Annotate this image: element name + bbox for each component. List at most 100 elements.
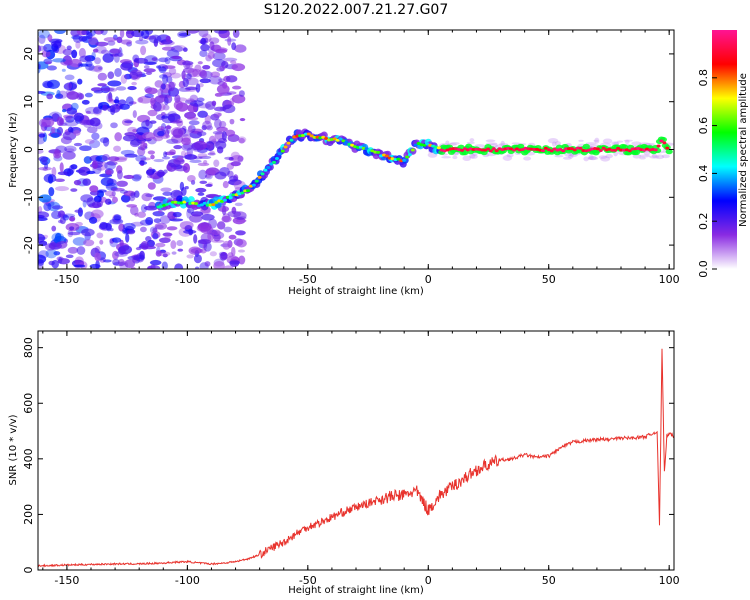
noise-blob	[218, 120, 227, 128]
noise-blob	[140, 226, 147, 233]
ridge-core	[231, 193, 236, 197]
noise-blob	[82, 178, 91, 186]
ridge-core	[260, 172, 265, 176]
noise-blob	[96, 189, 107, 193]
noise-blob	[138, 161, 148, 165]
noise-blob	[238, 90, 245, 97]
ridge-core	[211, 203, 216, 207]
ridge-core	[263, 168, 268, 172]
noise-blob	[47, 174, 54, 184]
noise-blob	[51, 225, 57, 232]
snr-xtick-label: 100	[659, 574, 680, 587]
noise-blob	[598, 155, 607, 159]
snr-xtick-label: -150	[54, 574, 79, 587]
noise-blob	[78, 93, 85, 100]
noise-blob	[146, 239, 155, 248]
noise-blob	[144, 55, 159, 65]
ridge-core	[598, 149, 603, 153]
noise-blob	[67, 246, 79, 254]
noise-blob	[173, 100, 184, 110]
noise-blob	[140, 241, 149, 250]
noise-blob	[135, 39, 149, 45]
noise-blob	[73, 142, 83, 147]
noise-blob	[176, 239, 184, 247]
noise-blob	[171, 251, 177, 255]
noise-blob	[135, 154, 147, 163]
noise-blob	[183, 59, 191, 70]
noise-blob	[161, 40, 175, 46]
noise-blob	[38, 156, 49, 162]
noise-blob	[44, 61, 52, 65]
noise-blob	[178, 32, 191, 37]
noise-blob	[41, 160, 48, 165]
noise-blob	[67, 82, 73, 90]
ridge-core	[566, 147, 571, 151]
noise-blob	[506, 153, 514, 158]
noise-blob	[578, 139, 584, 142]
noise-blob	[182, 60, 194, 66]
noise-blob	[69, 217, 75, 222]
noise-blob	[192, 68, 202, 78]
noise-blob	[95, 122, 103, 130]
noise-blob	[173, 44, 187, 52]
spectrogram-xtick-label: -150	[54, 273, 79, 286]
noise-blob	[214, 118, 222, 129]
noise-blob	[170, 240, 177, 250]
noise-blob	[181, 143, 193, 151]
noise-blob	[623, 139, 634, 142]
ridge-core	[564, 147, 569, 151]
snr-line	[38, 348, 674, 568]
noise-blob	[38, 259, 45, 266]
noise-blob	[38, 194, 52, 203]
snr-ytick-label: 800	[22, 337, 35, 358]
noise-blob	[120, 74, 128, 84]
noise-blob	[235, 230, 246, 236]
noise-blob	[639, 154, 651, 158]
ridge-core	[199, 203, 204, 207]
noise-blob	[551, 141, 557, 147]
noise-blob	[583, 156, 590, 162]
noise-blob	[567, 155, 574, 159]
noise-blob	[163, 151, 168, 158]
ridge-core	[220, 199, 225, 203]
ridge-core	[251, 183, 256, 187]
noise-blob	[79, 145, 92, 152]
noise-blob	[113, 53, 120, 63]
noise-blob	[109, 228, 114, 232]
ridge-core	[653, 148, 658, 152]
noise-blob	[203, 242, 212, 252]
ridge-core	[494, 149, 499, 153]
noise-blob	[105, 198, 112, 205]
noise-blob	[138, 36, 144, 42]
ridge-core	[384, 154, 389, 158]
spectrogram-ytick-label: 10	[22, 95, 35, 109]
noise-blob	[109, 48, 122, 54]
noise-blob	[588, 155, 597, 160]
noise-blob	[106, 178, 117, 186]
noise-blob	[56, 116, 64, 126]
noise-blob	[498, 143, 509, 146]
noise-blob	[124, 132, 136, 137]
noise-blob	[184, 186, 189, 190]
ridge-core	[659, 139, 664, 143]
noise-blob	[133, 254, 146, 261]
colorbar-tick-label: 0.4	[697, 165, 710, 183]
noise-blob	[132, 110, 137, 119]
noise-blob	[147, 266, 153, 269]
ridge-core	[549, 149, 554, 153]
noise-blob	[189, 100, 204, 107]
noise-blob	[197, 222, 212, 232]
noise-blob	[145, 87, 158, 95]
ridge-core	[558, 148, 563, 152]
noise-blob	[208, 144, 215, 151]
ridge-core	[289, 138, 294, 142]
noise-blob	[222, 240, 231, 250]
noise-blob	[38, 233, 46, 243]
noise-blob	[227, 210, 242, 218]
noise-blob	[125, 96, 134, 107]
snr-ytick-label: 200	[22, 504, 35, 525]
noise-blob	[186, 73, 192, 79]
noise-blob	[65, 222, 80, 232]
noise-blob	[78, 35, 88, 42]
noise-blob	[94, 57, 101, 65]
